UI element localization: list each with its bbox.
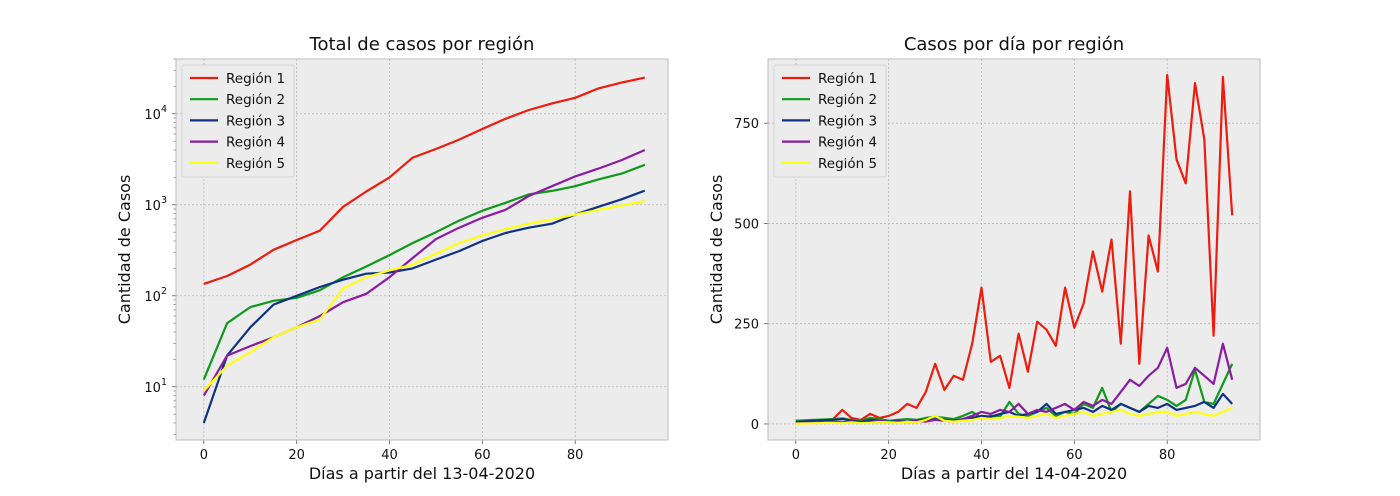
y-tick-label: 101 (144, 377, 167, 396)
y-tick-label: 0 (751, 418, 759, 433)
legend-label: Región 4 (226, 135, 285, 151)
y-tick-label: 750 (734, 117, 759, 132)
legend-label: Región 3 (226, 113, 285, 129)
y-tick-exponent: 1 (161, 377, 167, 388)
plot-border (175, 58, 669, 441)
legend-label: Región 1 (818, 71, 877, 87)
y-axis-label: Cantidad de Casos (707, 175, 726, 325)
legend-label: Región 5 (818, 156, 877, 172)
legend-label: Región 4 (818, 135, 877, 151)
y-tick-exponent: 3 (161, 195, 167, 206)
legend-label: Región 3 (818, 113, 877, 129)
y-tick-exponent: 2 (161, 286, 167, 297)
series-line-5 (795, 406, 1233, 425)
x-tick-label: 0 (200, 448, 208, 463)
series-line-1 (795, 73, 1234, 424)
x-tick-label: 80 (567, 448, 584, 463)
x-tick-label: 80 (1159, 448, 1176, 463)
x-tick-label: 20 (880, 448, 897, 463)
x-tick-label: 60 (1066, 448, 1083, 463)
y-tick-exponent: 4 (161, 104, 167, 115)
series-line-1 (203, 76, 646, 285)
y-tick-label: 102 (144, 286, 167, 305)
y-tick-base: 10 (144, 108, 161, 123)
legend-label: Región 1 (226, 71, 285, 87)
legend-box (181, 64, 295, 178)
y-tick-base: 10 (144, 381, 161, 396)
series-line-2 (202, 163, 646, 381)
y-axis-label: Cantidad de Casos (115, 175, 134, 325)
chart-2: 0 20 40 60 80 0 250 500 750 Región 1 Región 2 Regió… (707, 34, 1261, 483)
y-tick-label: 103 (144, 195, 167, 214)
x-axis-label: Días a partir del 14-04-2020 (901, 464, 1127, 483)
legend-label: Región 5 (226, 156, 285, 172)
x-tick-label: 20 (288, 448, 305, 463)
y-tick-base: 10 (144, 199, 161, 214)
y-tick-label: 104 (144, 104, 167, 123)
y-tick-label: 500 (734, 217, 759, 232)
series-line-5 (202, 199, 646, 392)
legend-label: Región 2 (818, 92, 877, 108)
x-axis-label: Días a partir del 13-04-2020 (309, 464, 535, 483)
x-tick-label: 60 (474, 448, 491, 463)
y-tick-label: 250 (734, 318, 759, 333)
y-tick-base: 10 (144, 290, 161, 305)
x-tick-label: 40 (381, 448, 398, 463)
legend-label: Región 2 (226, 92, 285, 108)
chart-title: Total de casos por región (309, 34, 535, 55)
legend-box (773, 64, 887, 178)
chart-title: Casos por día por región (904, 34, 1124, 55)
x-tick-label: 0 (792, 448, 800, 463)
plot-border (767, 58, 1261, 441)
x-tick-label: 40 (973, 448, 990, 463)
